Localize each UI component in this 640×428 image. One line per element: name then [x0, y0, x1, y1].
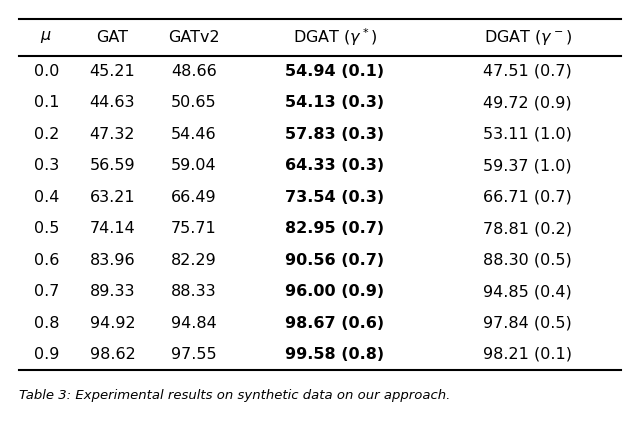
- Text: 94.92: 94.92: [90, 315, 135, 330]
- Text: 48.66: 48.66: [171, 64, 216, 79]
- Text: 66.71 (0.7): 66.71 (0.7): [483, 190, 572, 205]
- Text: 59.04: 59.04: [171, 158, 216, 173]
- Text: 64.33 (0.3): 64.33 (0.3): [285, 158, 385, 173]
- Text: 0.7: 0.7: [33, 284, 59, 299]
- Text: 57.83 (0.3): 57.83 (0.3): [285, 127, 385, 142]
- Text: 49.72 (0.9): 49.72 (0.9): [483, 95, 572, 110]
- Text: 0.9: 0.9: [33, 347, 59, 362]
- Text: DGAT ($\gamma^-$): DGAT ($\gamma^-$): [484, 28, 572, 47]
- Text: 75.71: 75.71: [171, 221, 216, 236]
- Text: 82.29: 82.29: [171, 253, 216, 268]
- Text: 0.5: 0.5: [33, 221, 59, 236]
- Text: 53.11 (1.0): 53.11 (1.0): [483, 127, 572, 142]
- Text: 73.54 (0.3): 73.54 (0.3): [285, 190, 385, 205]
- Text: DGAT ($\gamma^*$): DGAT ($\gamma^*$): [293, 27, 377, 48]
- Text: 90.56 (0.7): 90.56 (0.7): [285, 253, 385, 268]
- Text: 74.14: 74.14: [90, 221, 135, 236]
- Text: 94.85 (0.4): 94.85 (0.4): [483, 284, 572, 299]
- Text: 44.63: 44.63: [90, 95, 135, 110]
- Text: 0.4: 0.4: [33, 190, 59, 205]
- Text: 63.21: 63.21: [90, 190, 135, 205]
- Text: 0.8: 0.8: [33, 315, 59, 330]
- Text: 78.81 (0.2): 78.81 (0.2): [483, 221, 572, 236]
- Text: 97.55: 97.55: [171, 347, 216, 362]
- Text: 83.96: 83.96: [90, 253, 135, 268]
- Text: 96.00 (0.9): 96.00 (0.9): [285, 284, 385, 299]
- Text: 54.94 (0.1): 54.94 (0.1): [285, 64, 385, 79]
- Text: 66.49: 66.49: [171, 190, 216, 205]
- Text: 0.3: 0.3: [34, 158, 59, 173]
- Text: $\mu$: $\mu$: [40, 30, 52, 45]
- Text: 54.46: 54.46: [171, 127, 216, 142]
- Text: 99.58 (0.8): 99.58 (0.8): [285, 347, 385, 362]
- Text: 59.37 (1.0): 59.37 (1.0): [483, 158, 572, 173]
- Text: 98.62: 98.62: [90, 347, 135, 362]
- Text: GAT: GAT: [97, 30, 129, 45]
- Text: GATv2: GATv2: [168, 30, 220, 45]
- Text: 47.51 (0.7): 47.51 (0.7): [483, 64, 572, 79]
- Text: 82.95 (0.7): 82.95 (0.7): [285, 221, 385, 236]
- Text: 0.2: 0.2: [33, 127, 59, 142]
- Text: 56.59: 56.59: [90, 158, 135, 173]
- Text: 50.65: 50.65: [171, 95, 216, 110]
- Text: 94.84: 94.84: [171, 315, 216, 330]
- Text: 0.0: 0.0: [33, 64, 59, 79]
- Text: 88.33: 88.33: [171, 284, 216, 299]
- Text: 0.1: 0.1: [33, 95, 59, 110]
- Text: 45.21: 45.21: [90, 64, 135, 79]
- Text: 0.6: 0.6: [33, 253, 59, 268]
- Text: 89.33: 89.33: [90, 284, 135, 299]
- Text: Table 3: Experimental results on synthetic data on our approach.: Table 3: Experimental results on synthet…: [19, 389, 451, 402]
- Text: 98.21 (0.1): 98.21 (0.1): [483, 347, 572, 362]
- Text: 47.32: 47.32: [90, 127, 135, 142]
- Text: 54.13 (0.3): 54.13 (0.3): [285, 95, 385, 110]
- Text: 98.67 (0.6): 98.67 (0.6): [285, 315, 385, 330]
- Text: 88.30 (0.5): 88.30 (0.5): [483, 253, 572, 268]
- Text: 97.84 (0.5): 97.84 (0.5): [483, 315, 572, 330]
